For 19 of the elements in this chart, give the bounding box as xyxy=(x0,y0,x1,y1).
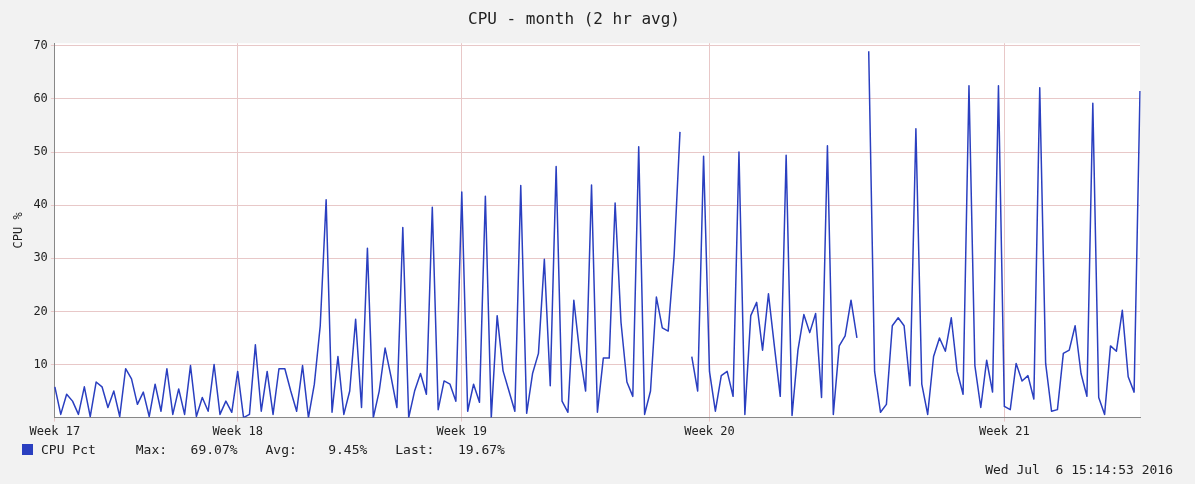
text: Wed Jul 6 15:14:53 2016 xyxy=(985,462,1173,477)
y-tick-label: 10 xyxy=(33,356,48,371)
x-tick-label: Week 18 xyxy=(212,423,263,438)
y-tick-label: 20 xyxy=(33,303,48,318)
y-tick-label: 30 xyxy=(33,250,48,265)
y-tick-label: 40 xyxy=(33,197,48,212)
x-tick-label: Week 19 xyxy=(436,423,488,438)
text: Avg: 9.45% xyxy=(265,442,368,457)
text: Last: 19.67% xyxy=(395,442,505,457)
legend-label: CPU Pct xyxy=(41,442,96,457)
y-tick-label: 50 xyxy=(33,144,48,159)
text: Max: 69.07% xyxy=(135,442,238,457)
chart-title: CPU - month (2 hr avg) xyxy=(468,8,680,28)
y-tick-label: 70 xyxy=(33,37,48,52)
x-tick-label: Week 21 xyxy=(979,423,1030,438)
y-axis-title: CPU % xyxy=(11,211,26,249)
x-tick-label: Week 17 xyxy=(29,423,81,438)
x-tick-label: Week 20 xyxy=(684,423,735,438)
y-tick-label: 60 xyxy=(33,91,48,106)
